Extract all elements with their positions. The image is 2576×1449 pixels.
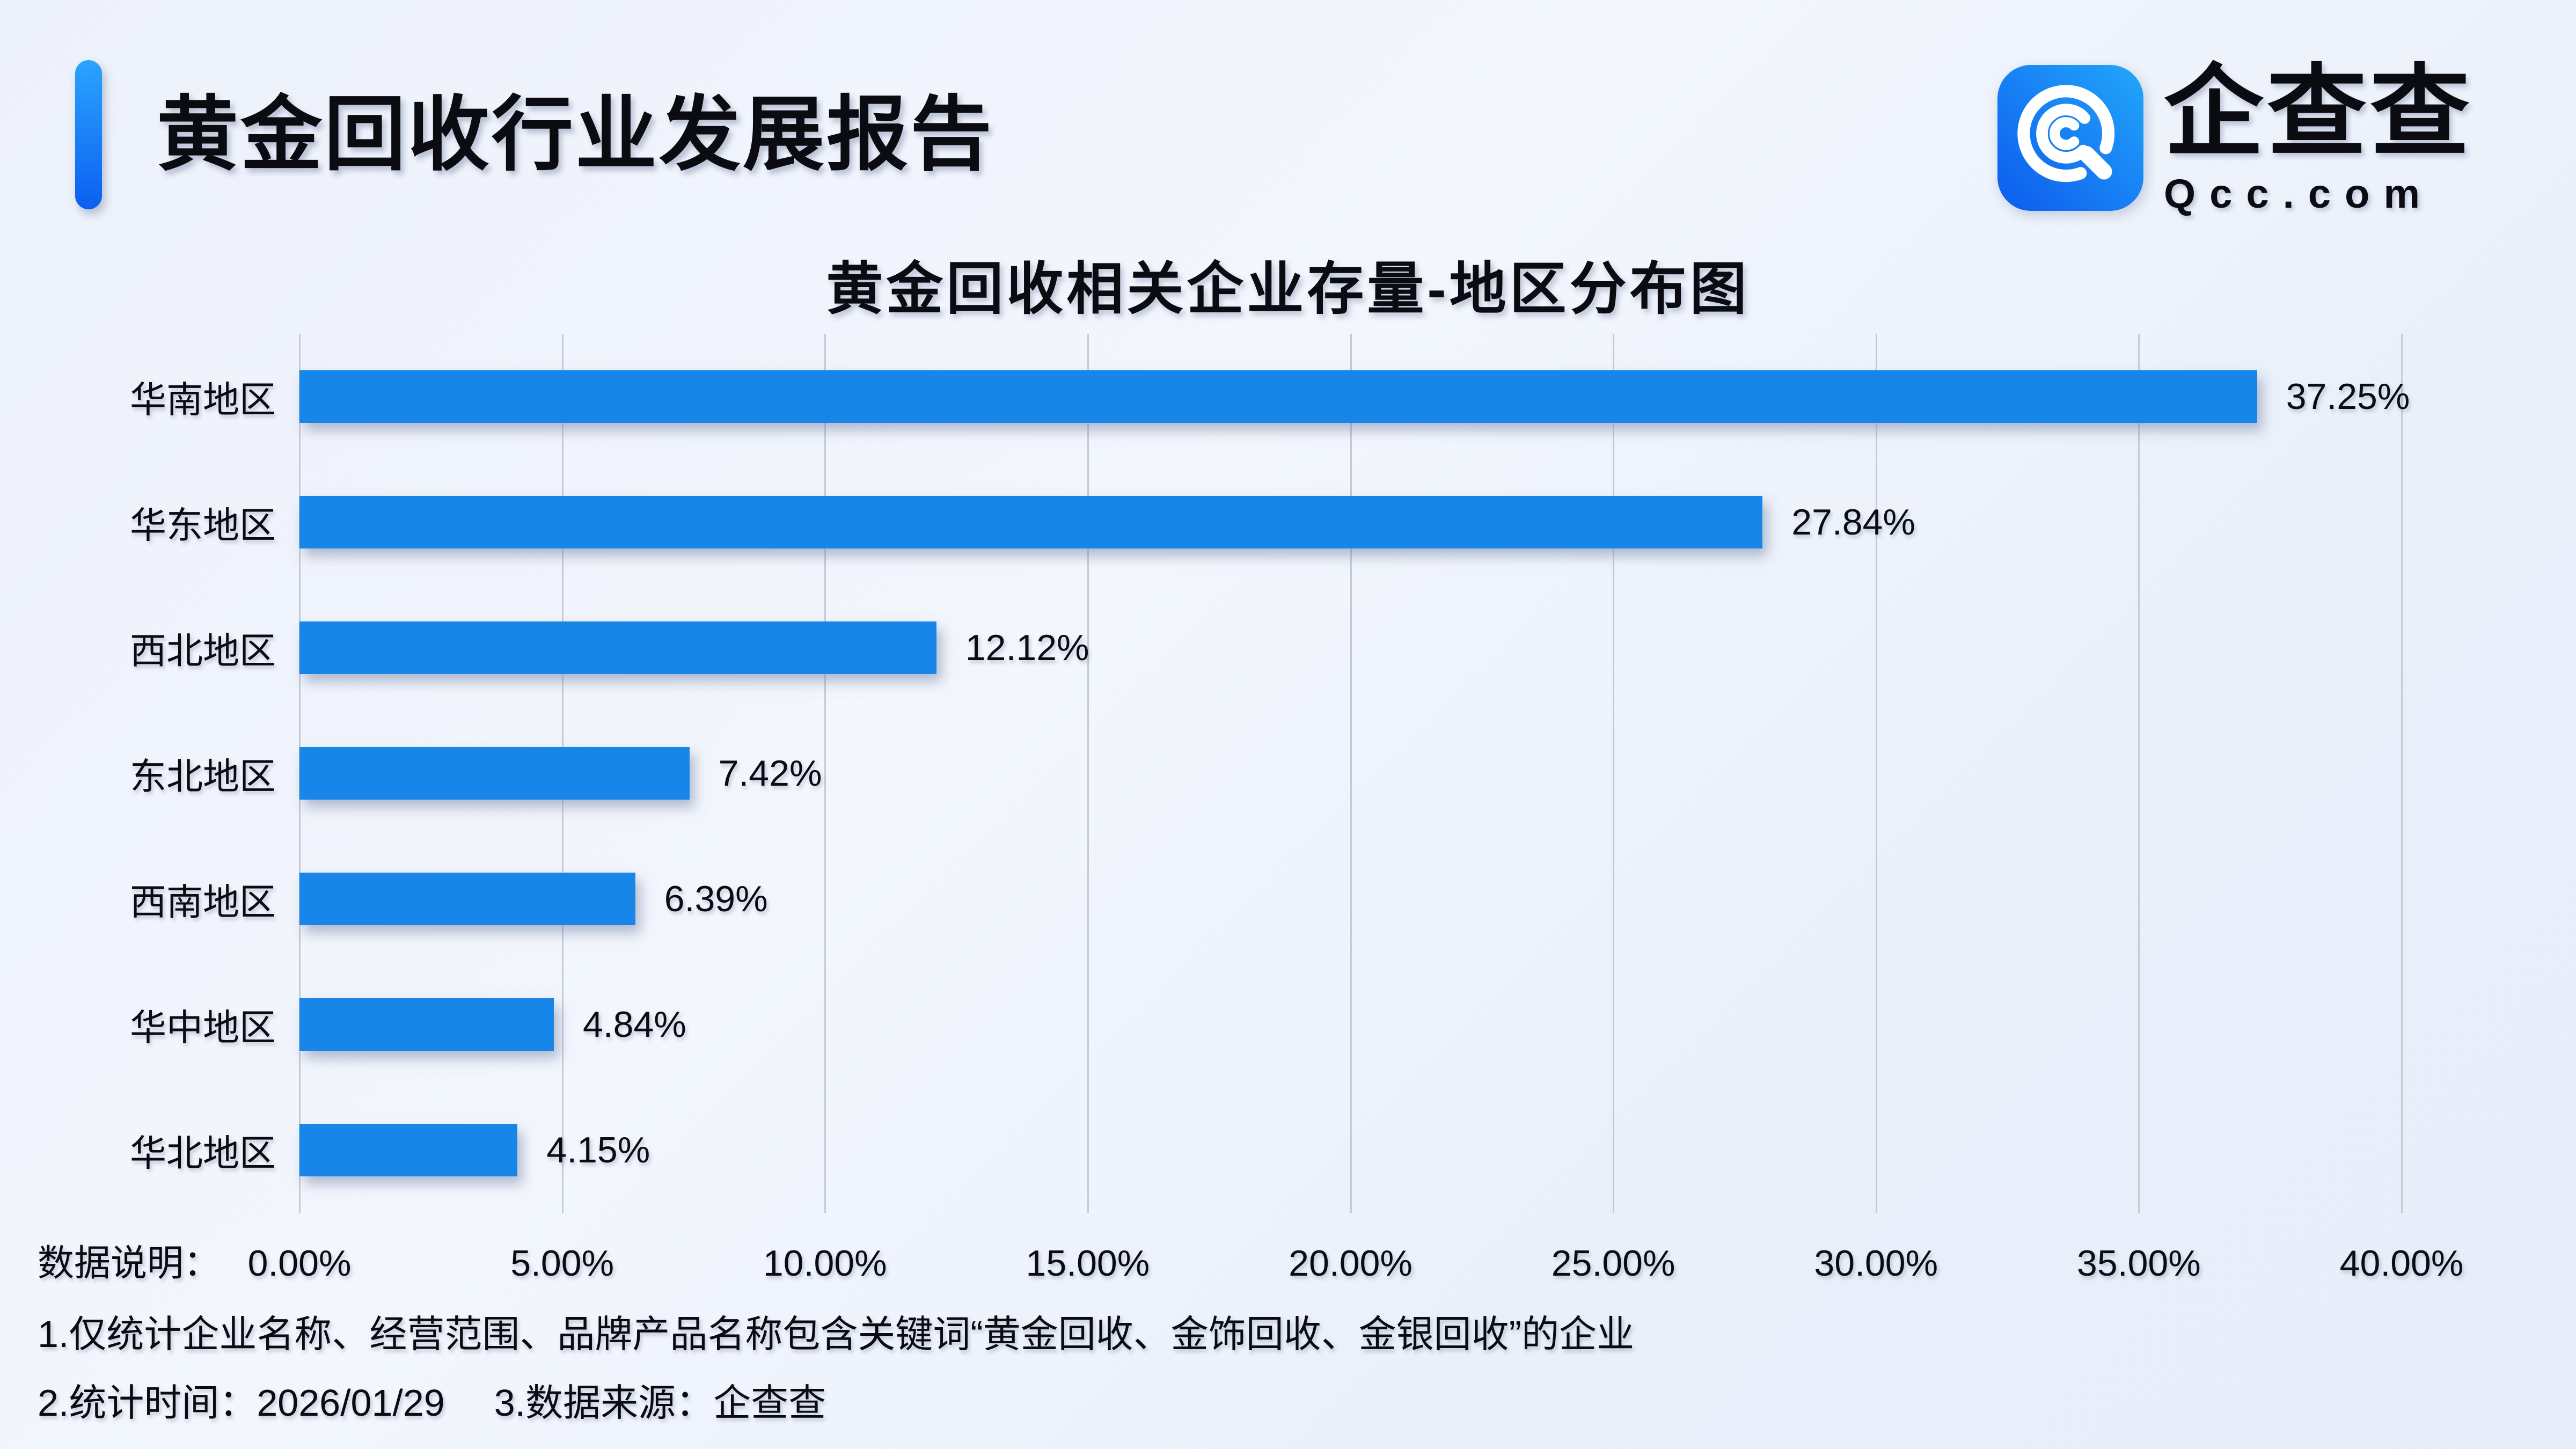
gridline [1350,334,1352,1213]
value-label: 12.12% [965,627,1089,668]
value-label: 7.42% [718,753,822,794]
gridline [2138,334,2140,1213]
bar-row: 华东地区 27.84% [130,459,2402,585]
brand-text: 企查查 Qcc.com [2164,60,2473,216]
value-label: 4.84% [582,1004,686,1045]
x-tick-label: 5.00% [510,1243,614,1284]
value-label: 37.25% [2286,376,2410,417]
bar-row: 华南地区 37.25% [130,334,2410,459]
category-label: 华东地区 [129,505,276,546]
bar-row: 华北地区 4.15% [130,1087,2402,1213]
chart-title: 黄金回收相关企业存量-地区分布图 [826,258,1750,321]
category-label: 华南地区 [129,379,276,421]
x-tick-label: 0.00% [247,1243,352,1284]
rows-layer: 华南地区 37.25% 华东地区 27.84% 西北地区 12.12% 东北地区 7.42% 西… [130,334,2410,1213]
title-accent-bar [75,60,102,209]
report-title: 黄金回收行业发展报告 [157,89,994,180]
bar: 37.25% [299,370,2410,423]
category-label: 华北地区 [129,1133,276,1174]
notes-label: 数据说明： [38,1243,221,1284]
x-tick-label: 30.00% [1814,1243,1938,1284]
bar: 4.84% [299,998,686,1051]
gridline [1087,334,1089,1213]
bar-row: 东北地区 7.42% [130,711,2402,836]
value-label: 6.39% [664,879,768,919]
bar-row: 华中地区 4.84% [130,962,2402,1087]
note-line-2: 2.统计时间：2026/01/29 3.数据来源：企查查 [38,1380,826,1425]
bar: 7.42% [299,747,822,800]
note-line-1: 1.仅统计企业名称、经营范围、品牌产品名称包含关键词“黄金回收、金饰回收、金银回… [38,1313,1634,1355]
gridline [2401,334,2403,1213]
bar: 12.12% [299,621,1089,674]
bar: 27.84% [299,496,1915,548]
value-label: 4.15% [546,1130,650,1170]
brand-domain: Qcc.com [2164,171,2434,217]
x-tick-label: 10.00% [763,1243,887,1284]
brand-logo: 企查查 Qcc.com [1997,60,2473,216]
x-tick-label: 25.00% [1551,1243,1675,1284]
note-time: 2.统计时间：2026/01/29 [38,1382,445,1424]
category-label: 东北地区 [129,756,276,797]
category-label: 西南地区 [129,882,276,923]
bar-row: 西南地区 6.39% [130,836,2402,962]
bar-row: 西北地区 12.12% [130,585,2402,711]
x-axis: 0.00% 5.00% 10.00% 15.00% 20.00% 25.00% 30.00%… [248,1239,2464,1288]
gridline [1875,334,1877,1213]
bar: 4.15% [299,1124,650,1176]
gridline [824,334,826,1213]
x-tick-label: 40.00% [2339,1243,2464,1284]
brand-name: 企查查 [2164,57,2473,168]
note-source: 3.数据来源：企查查 [494,1382,826,1424]
plot-area: 华南地区 37.25% 华东地区 27.84% 西北地区 12.12% 东北地区 7.42% 西… [130,334,2410,1213]
value-label: 27.84% [1791,502,1915,543]
category-label: 华中地区 [129,1007,276,1049]
x-tick-label: 35.00% [2077,1243,2201,1284]
bar: 6.39% [299,873,768,925]
category-label: 西北地区 [129,631,276,672]
qcc-logo-icon [1997,65,2143,211]
gridline [1613,334,1615,1213]
x-tick-label: 20.00% [1289,1243,1413,1284]
x-tick-label: 15.00% [1026,1243,1150,1284]
